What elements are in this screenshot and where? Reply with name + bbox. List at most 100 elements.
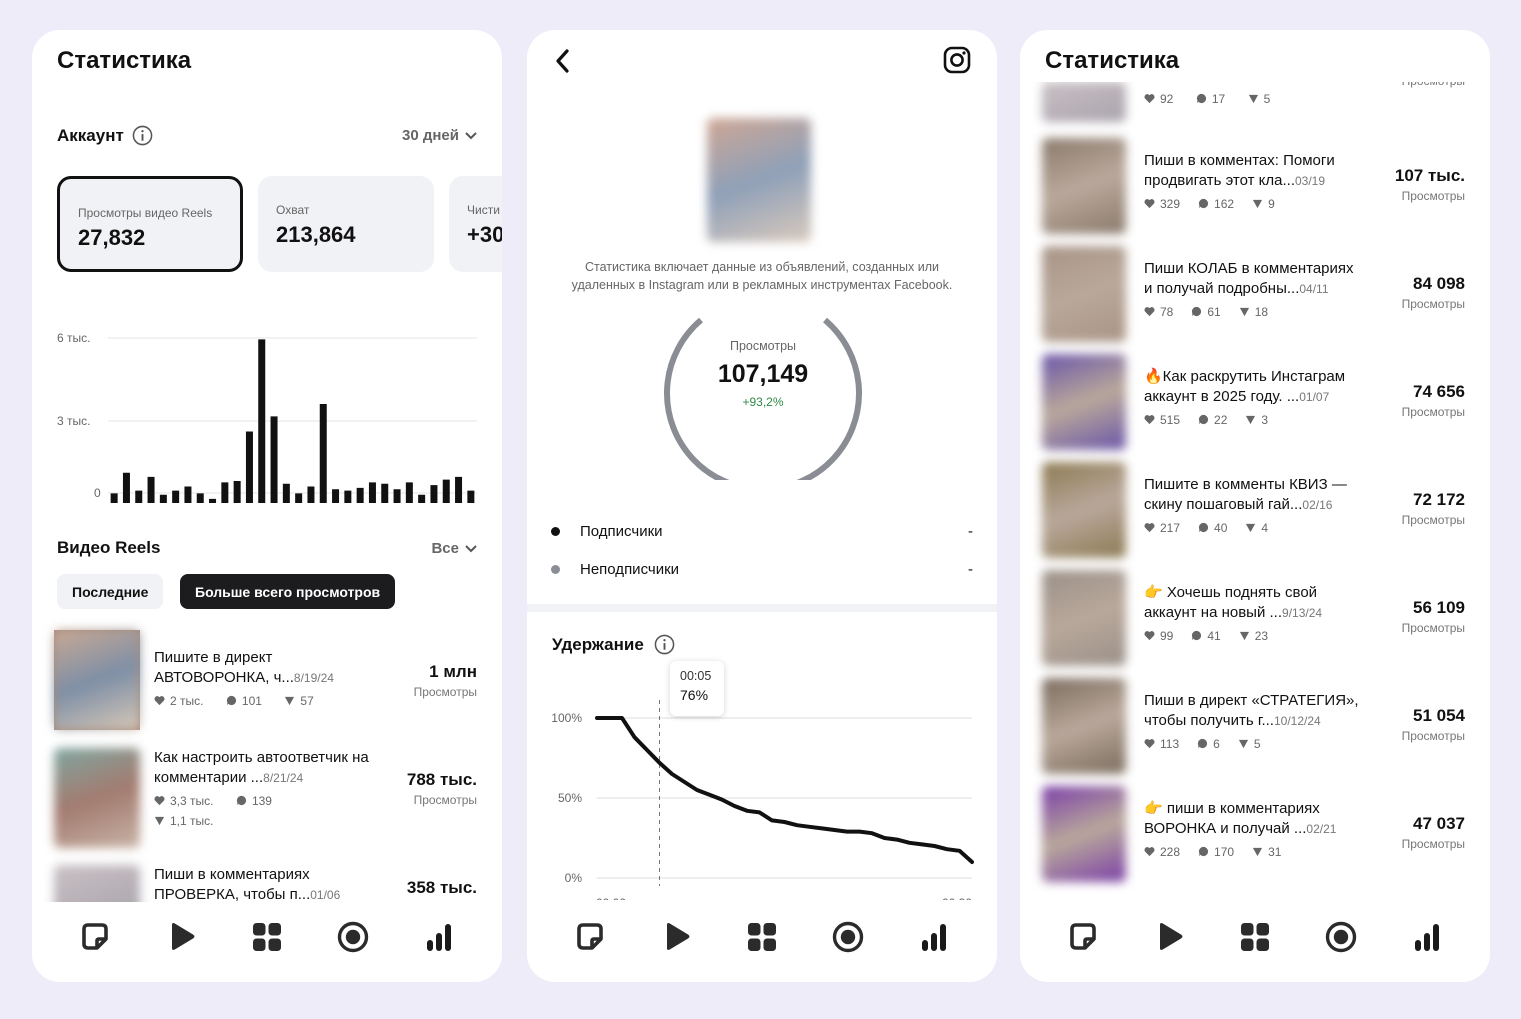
list-item[interactable]: Пиши в комментах: Помоги продвигать этот…: [1144, 151, 1359, 214]
chevron-left-icon: [556, 49, 569, 73]
record-icon[interactable]: [831, 920, 865, 954]
reel-date: 8/19/24: [293, 671, 334, 685]
x-tick-label: 00:00: [596, 896, 626, 900]
play-icon[interactable]: [1152, 920, 1186, 954]
info-icon[interactable]: [654, 634, 675, 655]
stats-icon[interactable]: [917, 920, 951, 954]
comments-stat: 6: [1197, 737, 1220, 751]
record-icon[interactable]: [336, 920, 370, 954]
list-item[interactable]: Пишите в директ АВТОВОРОНКА, ч...8/19/24…: [154, 648, 369, 711]
reel-thumbnail[interactable]: [1042, 354, 1126, 450]
sticker-icon[interactable]: [573, 920, 607, 954]
views-label: Просмотры: [1401, 405, 1465, 419]
reel-thumbnail[interactable]: [1042, 678, 1126, 774]
list-item[interactable]: 👉 пиши в комментариях ВОРОНКА и получай …: [1144, 799, 1359, 862]
comments-stat: 162: [1198, 197, 1234, 211]
y-tick-label: 3 тыс.: [57, 414, 90, 428]
list-item[interactable]: Пиши КОЛАБ в комментариях и получай подр…: [1144, 259, 1359, 322]
header-backdrop: [1020, 30, 1490, 82]
reel-title: 🔥Как раскрутить Инстаграм аккаунт в 2025…: [1144, 368, 1346, 405]
reel-date: 02/16: [1302, 498, 1333, 512]
instagram-button[interactable]: [943, 46, 971, 79]
metric-value: 27,832: [78, 225, 146, 250]
list-item[interactable]: 👉 Хочешь поднять свой аккаунт на новый .…: [1144, 583, 1359, 646]
period-value: 30 дней: [402, 127, 459, 144]
likes-stat: 329: [1144, 197, 1180, 211]
grid-icon[interactable]: [250, 920, 284, 954]
reel-thumbnail[interactable]: [1042, 570, 1126, 666]
reel-views: 72 172 Просмотры: [1402, 490, 1465, 527]
record-icon[interactable]: [1324, 920, 1358, 954]
comment-icon: [1198, 846, 1209, 857]
play-icon[interactable]: [164, 920, 198, 954]
share-icon: [154, 816, 165, 826]
metric-label: Чисти: [467, 203, 500, 217]
list-item[interactable]: 92 17 5: [1144, 91, 1288, 109]
bar: [221, 482, 229, 503]
bar: [356, 487, 364, 503]
reel-thumbnail[interactable]: [1042, 82, 1126, 122]
share-icon: [1239, 631, 1249, 641]
metric-card-reach[interactable]: Охват 213,864: [258, 176, 434, 272]
reel-views: 47 037 Просмотры: [1402, 814, 1465, 851]
reel-views: 107 тыс. Просмотры: [1395, 166, 1465, 203]
reel-views: 56 109 Просмотры: [1402, 598, 1465, 635]
metric-card-net[interactable]: Чисти +30: [449, 176, 502, 272]
legend-value: -: [968, 523, 973, 540]
list-item[interactable]: Как настроить автоответчик на комментари…: [154, 748, 369, 831]
comment-icon: [1198, 738, 1208, 749]
tooltip-time: 00:05: [680, 669, 712, 683]
reel-date: 04/11: [1299, 282, 1329, 296]
play-icon[interactable]: [659, 920, 693, 954]
bar: [393, 489, 401, 503]
info-icon[interactable]: [132, 125, 153, 146]
reel-thumbnail: [707, 118, 811, 242]
bar: [270, 416, 278, 503]
reel-thumbnail[interactable]: [54, 630, 140, 730]
retention-line: [595, 716, 974, 864]
retention-line-chart: 100% 50% 0% 00:00 00:30: [551, 700, 974, 900]
heart-icon: [1144, 631, 1155, 641]
grid-icon[interactable]: [745, 920, 779, 954]
tab-latest[interactable]: Последние: [57, 574, 164, 609]
shares-stat: 5: [1248, 92, 1270, 106]
back-button[interactable]: [553, 48, 573, 79]
grid-icon[interactable]: [1238, 920, 1272, 954]
list-item[interactable]: Пишите в комменты КВИЗ — скину пошаговый…: [1144, 475, 1359, 538]
reel-thumbnail[interactable]: [1042, 138, 1126, 234]
heart-icon: [1144, 415, 1155, 425]
views-label: Просмотры: [1401, 189, 1465, 203]
bar: [209, 498, 217, 503]
list-item[interactable]: Пиши в директ «СТРАТЕГИЯ», чтобы получит…: [1144, 691, 1359, 754]
sticker-icon[interactable]: [78, 920, 112, 954]
bottom-navigation: [527, 902, 997, 982]
reels-filter-dropdown[interactable]: Все: [431, 540, 477, 557]
reel-thumbnail[interactable]: [54, 748, 140, 848]
legend-followers: Подписчики -: [551, 523, 973, 540]
bar: [184, 486, 192, 503]
sticker-icon[interactable]: [1066, 920, 1100, 954]
heart-icon: [1144, 307, 1155, 317]
reel-views: 788 тыс. Просмотры: [407, 770, 477, 807]
reel-date: 8/21/24: [263, 771, 304, 785]
reel-thumbnail[interactable]: [1042, 462, 1126, 558]
metric-card-reels-views[interactable]: Просмотры видео Reels 27,832: [57, 176, 243, 272]
likes-stat: 3,3 тыс.: [154, 794, 213, 808]
list-item[interactable]: 🔥Как раскрутить Инстаграм аккаунт в 2025…: [1144, 367, 1359, 430]
views-count: 74 656: [1413, 382, 1465, 401]
likes-stat: 92: [1144, 92, 1173, 106]
list-item[interactable]: Пиши в комментариях ПРОВЕРКА, чтобы п...…: [154, 865, 369, 905]
reel-thumbnail[interactable]: [1042, 786, 1126, 882]
reel-title: Пишите в комменты КВИЗ — скину пошаговый…: [1144, 476, 1347, 513]
legend-label: Подписчики: [580, 523, 663, 540]
tab-most-viewed[interactable]: Больше всего просмотров: [180, 574, 396, 609]
views-label: Просмотры: [1401, 297, 1465, 311]
bar: [122, 472, 130, 503]
stats-icon[interactable]: [1410, 920, 1444, 954]
reel-date: 9/13/24: [1282, 606, 1323, 620]
reel-thumbnail[interactable]: [1042, 246, 1126, 342]
period-dropdown[interactable]: 30 дней: [402, 127, 477, 144]
stats-icon[interactable]: [422, 920, 456, 954]
reel-views: 84 098 Просмотры: [1402, 274, 1465, 311]
share-icon: [1252, 199, 1263, 209]
